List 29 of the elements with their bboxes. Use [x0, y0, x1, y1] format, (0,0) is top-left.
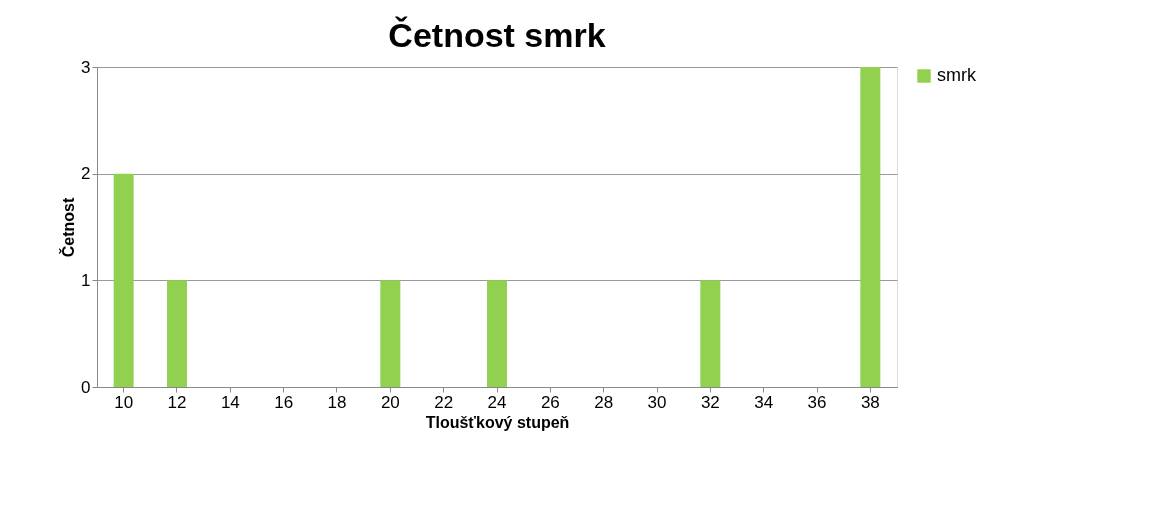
y-tick-label: 2: [81, 164, 91, 184]
y-tick-label: 1: [81, 270, 91, 290]
x-tick-label: 28: [594, 392, 614, 412]
x-tick-label: 30: [647, 392, 667, 412]
bar: [700, 280, 721, 387]
x-axis-title: Tloušťkový stupeň: [425, 413, 570, 431]
y-tick-label: 0: [81, 377, 91, 397]
x-tick-label: 14: [220, 392, 240, 412]
chart-title: Četnost smrk: [388, 16, 606, 54]
x-tick-label: 10: [114, 392, 134, 412]
x-tick-label: 26: [540, 392, 560, 412]
legend-label: smrk: [937, 65, 977, 85]
x-tick-label: 38: [860, 392, 880, 412]
bar: [860, 67, 881, 387]
x-tick-label: 12: [167, 392, 187, 412]
x-tick-label: 24: [487, 392, 507, 412]
y-axis-title: Četnost: [59, 197, 78, 258]
x-tick-label: 34: [754, 392, 774, 412]
bar: [380, 280, 401, 387]
x-tick-label: 22: [434, 392, 454, 412]
x-tick-label: 20: [380, 392, 400, 412]
x-tick-label: 36: [807, 392, 827, 412]
bar: [113, 173, 134, 387]
x-tick-label: 16: [274, 392, 294, 412]
bar: [487, 280, 507, 387]
x-tick-label: 32: [700, 392, 720, 412]
y-tick-label: 3: [81, 57, 91, 77]
bar: [167, 280, 187, 387]
x-tick-label: 18: [327, 392, 347, 412]
